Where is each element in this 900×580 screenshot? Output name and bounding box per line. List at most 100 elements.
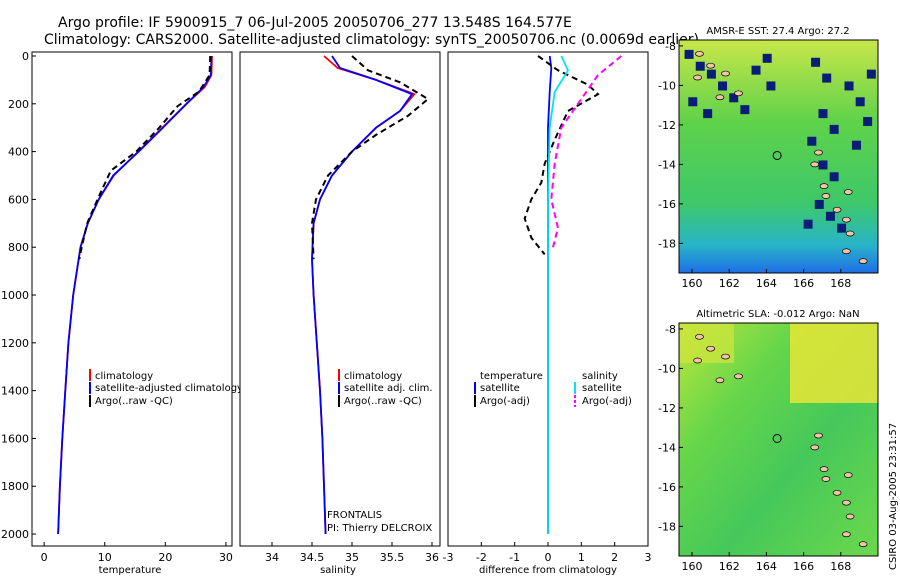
cloud-mask-cell	[811, 57, 821, 67]
salinity-axis-ticks: 34 34.5 35 35.5 36	[265, 542, 439, 564]
lon-tick-label: 160	[682, 277, 703, 290]
legend-label-climatology: climatology	[95, 371, 153, 382]
island-shape	[734, 373, 743, 380]
profile-line-satellite-adj-clim	[311, 55, 414, 535]
lat-tick-label: -10	[658, 79, 676, 92]
island-shape	[832, 489, 842, 496]
lon-tick-label: 168	[830, 277, 851, 290]
legend-label-argo: Argo(..raw -QC)	[344, 396, 422, 407]
y-tick-label: 1400	[1, 385, 29, 398]
island-shape	[843, 189, 853, 195]
x-tick-label: 35	[345, 551, 359, 564]
cloud-mask-cell	[740, 105, 750, 115]
island-shape	[843, 472, 853, 478]
profile-line-argo-raw-qc	[310, 55, 430, 260]
y-tick-label: 0	[22, 50, 29, 63]
cloud-mask-cell	[695, 61, 705, 71]
island-shape	[810, 444, 820, 451]
island-shape	[819, 183, 829, 189]
cloud-mask-cell	[818, 109, 828, 119]
difference-legend: temperature satellite Argo(-adj) salinit…	[474, 371, 632, 407]
island-shape	[832, 206, 842, 213]
cloud-mask-cell	[762, 53, 772, 63]
sla-map-frame	[678, 322, 879, 557]
island-shape	[821, 476, 831, 482]
pi-note: PI: Thierry DELCROIX	[327, 523, 432, 534]
cloud-mask-cell	[829, 172, 839, 182]
legend-title-temperature: temperature	[480, 371, 543, 382]
lat-tick-label: -18	[658, 237, 676, 250]
island-shape	[715, 94, 725, 101]
sla-map-warm-patch	[790, 323, 878, 403]
island-shape	[821, 193, 831, 199]
sla-map-title: Altimetric SLA: -0.012 Argo: NaN	[696, 309, 859, 320]
lon-tick-label: 162	[719, 560, 740, 573]
salinity-axes-frame	[239, 51, 441, 547]
x-tick-label: 35.5	[380, 551, 405, 564]
island-shape	[706, 62, 715, 69]
lat-tick-label: -14	[658, 158, 676, 171]
lat-tick-label: -8	[665, 323, 676, 336]
y-tick-label: 400	[8, 146, 29, 159]
cloud-mask-cell	[703, 109, 713, 119]
profile-line-satellite	[547, 55, 570, 534]
x-tick-label: 10	[98, 551, 112, 564]
x-tick-label: -1	[509, 551, 520, 564]
figure-title-line2: Climatology: CARS2000. Satellite-adjuste…	[44, 32, 699, 48]
x-tick-label: 2	[611, 551, 618, 564]
island-shape	[858, 541, 868, 548]
x-tick-label: 36	[425, 551, 439, 564]
difference-axis-ticks: -3 -2 -1 0 1 2 3	[443, 542, 652, 564]
cloud-mask-cell	[818, 160, 828, 170]
lon-tick-label: 168	[830, 560, 851, 573]
cloud-mask-cell	[866, 69, 876, 79]
temperature-axis-label: temperature	[99, 565, 162, 576]
project-note: FRONTALIS	[327, 510, 382, 521]
island-shape	[858, 258, 868, 265]
x-tick-label: 0	[545, 551, 552, 564]
lat-tick-label: -16	[658, 481, 676, 494]
sst-map-field	[679, 40, 878, 273]
y-tick-label: 800	[8, 241, 29, 254]
island-shape	[842, 248, 851, 255]
temperature-axes-frame	[31, 51, 233, 547]
profile-line-argo-adj	[550, 55, 622, 248]
sst-map-title: AMSR-E SST: 27.4 Argo: 27.2	[706, 26, 849, 37]
argo-float-marker	[772, 433, 782, 443]
lon-tick-label: 162	[719, 277, 740, 290]
cloud-mask-cell	[814, 199, 824, 209]
y-tick-label: 2000	[1, 528, 29, 541]
cloud-mask-cell	[825, 211, 835, 221]
salinity-axis-label: salinity	[320, 565, 356, 576]
island-shape	[734, 90, 743, 97]
temperature-profiles	[57, 55, 213, 535]
sst-map: AMSR-E SST: 27.4 Argo: 27.2 160 162 164 166…	[658, 26, 879, 290]
depth-axis-ticks: 0 200 400 600 800 1000 1200 1400 1600 1800 2000	[1, 50, 36, 541]
island-shape	[693, 357, 702, 364]
lon-tick-label: 164	[756, 277, 777, 290]
cloud-mask-cell	[851, 140, 861, 150]
legend-label-satellite: satellite-adjusted climatology	[95, 383, 243, 394]
x-tick-label: 34	[265, 551, 279, 564]
y-tick-label: 1200	[1, 337, 29, 350]
lon-tick-label: 166	[793, 560, 814, 573]
lon-tick-label: 160	[682, 560, 703, 573]
temperature-axis-ticks: 0 10 20 30	[41, 542, 233, 564]
island-shape	[721, 353, 730, 360]
island-shape	[814, 432, 823, 439]
lat-tick-label: -14	[658, 441, 676, 454]
legend-label-climatology: climatology	[344, 371, 402, 382]
lat-tick-label: -12	[658, 119, 676, 132]
temperature-legend: climatology satellite-adjusted climatolo…	[89, 369, 243, 407]
lat-tick-label: -8	[665, 40, 676, 53]
difference-axis-label: difference from climatology	[479, 565, 617, 576]
x-tick-label: 20	[158, 551, 172, 564]
sla-map: Altimetric SLA: -0.012 Argo: NaN 160 162 1…	[658, 309, 879, 573]
island-shape	[845, 513, 855, 520]
island-shape	[819, 466, 829, 472]
sst-map-cloud-mask	[684, 49, 876, 233]
x-tick-label: 34.5	[300, 551, 325, 564]
sla-map-ticks: 160 162 164 166 168 -8 -10 -12 -14 -16 -18	[658, 323, 851, 573]
x-tick-label: 1	[578, 551, 585, 564]
